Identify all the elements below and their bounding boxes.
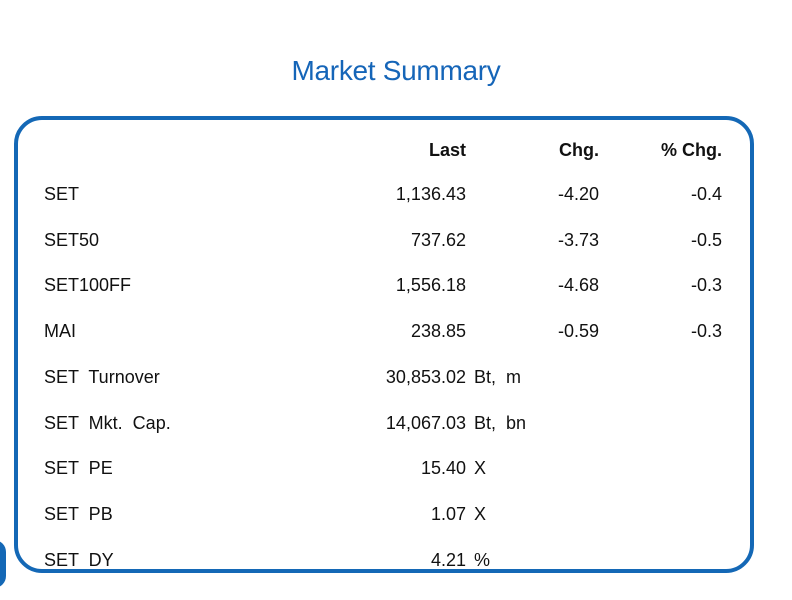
row-last: 1.07 bbox=[430, 504, 466, 524]
row-last: 4.21 bbox=[430, 550, 466, 570]
row-unit: X bbox=[474, 458, 487, 478]
row-chg: -0.59 bbox=[557, 321, 599, 341]
header-chg: Chg. bbox=[559, 140, 599, 160]
row-label: SET PE bbox=[44, 458, 113, 478]
row-unit: X bbox=[474, 504, 487, 524]
row-last: 238.85 bbox=[410, 321, 466, 341]
row-chg: -4.20 bbox=[557, 184, 599, 204]
row-pct-chg: -0.3 bbox=[690, 321, 722, 341]
row-pct-chg: -0.4 bbox=[690, 184, 722, 204]
row-label: SET bbox=[44, 184, 80, 204]
row-last: 15.40 bbox=[420, 458, 466, 478]
row-label: MAI bbox=[44, 321, 77, 341]
header-last: Last bbox=[428, 140, 466, 160]
row-label: SET100FF bbox=[44, 275, 132, 295]
decorative-circle bbox=[0, 540, 6, 588]
row-pct-chg: -0.5 bbox=[690, 230, 722, 250]
row-chg: -4.68 bbox=[557, 275, 599, 295]
row-unit: % bbox=[474, 550, 491, 570]
row-unit: Bt, bn bbox=[474, 413, 527, 433]
row-label: SET DY bbox=[44, 550, 114, 570]
row-label: SET Mkt. Cap. bbox=[44, 413, 171, 433]
header-pct-chg: % Chg. bbox=[661, 140, 722, 160]
row-last: 1,556.18 bbox=[395, 275, 466, 295]
row-last: 737.62 bbox=[410, 230, 466, 250]
row-unit: Bt, m bbox=[474, 367, 522, 387]
row-label: SET PB bbox=[44, 504, 113, 524]
market-summary-panel bbox=[14, 116, 754, 573]
page-title: Market Summary bbox=[291, 55, 501, 86]
row-last: 1,136.43 bbox=[395, 184, 466, 204]
row-chg: -3.73 bbox=[557, 230, 599, 250]
row-label: SET Turnover bbox=[44, 367, 160, 387]
row-last: 14,067.03 bbox=[385, 413, 466, 433]
row-label: SET50 bbox=[44, 230, 100, 250]
row-pct-chg: -0.3 bbox=[690, 275, 722, 295]
row-last: 30,853.02 bbox=[385, 367, 466, 387]
